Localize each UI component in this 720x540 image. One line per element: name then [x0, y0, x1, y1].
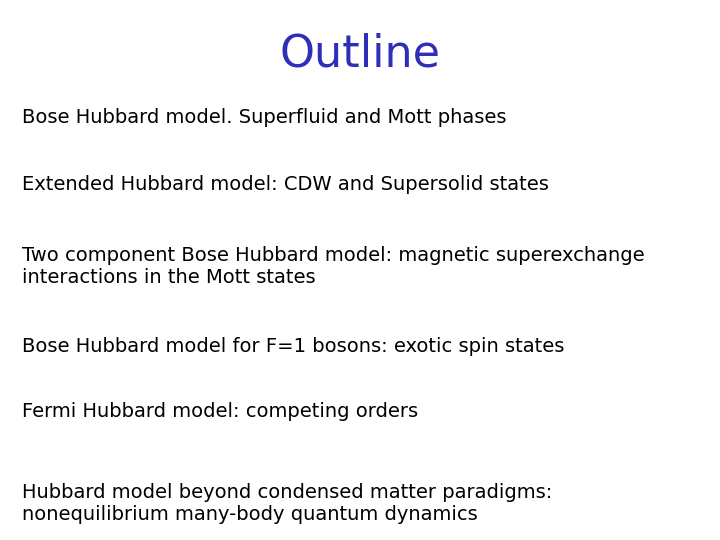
Text: Hubbard model beyond condensed matter paradigms:
nonequilibrium many-body quantu: Hubbard model beyond condensed matter pa… — [22, 483, 552, 524]
Text: Outline: Outline — [279, 32, 441, 76]
Text: Bose Hubbard model for F=1 bosons: exotic spin states: Bose Hubbard model for F=1 bosons: exoti… — [22, 338, 564, 356]
Text: Fermi Hubbard model: competing orders: Fermi Hubbard model: competing orders — [22, 402, 418, 421]
Text: Two component Bose Hubbard model: magnetic superexchange
interactions in the Mot: Two component Bose Hubbard model: magnet… — [22, 246, 644, 287]
Text: Extended Hubbard model: CDW and Supersolid states: Extended Hubbard model: CDW and Supersol… — [22, 176, 549, 194]
Text: Bose Hubbard model. Superfluid and Mott phases: Bose Hubbard model. Superfluid and Mott … — [22, 108, 506, 127]
